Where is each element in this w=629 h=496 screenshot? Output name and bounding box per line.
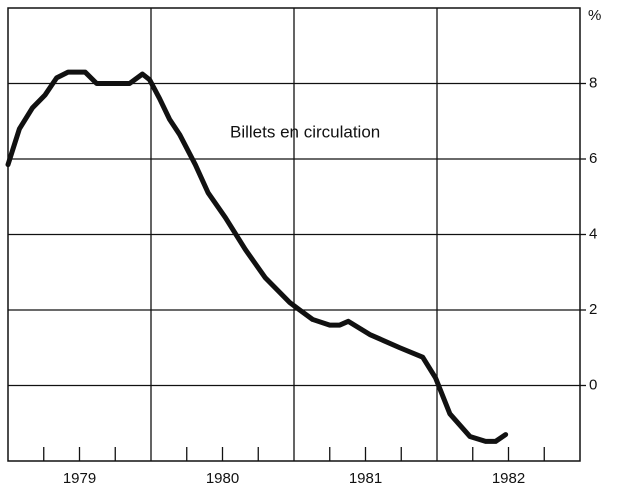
y-unit: % <box>588 7 601 24</box>
x-tick-label: 1980 <box>206 470 239 487</box>
y-tick-label: 6 <box>589 150 597 167</box>
x-tick-label: 1979 <box>63 470 96 487</box>
x-tick-label: 1982 <box>492 470 525 487</box>
x-tick-label: 1981 <box>349 470 382 487</box>
y-tick-label: 4 <box>589 225 597 242</box>
y-tick-label: 2 <box>589 301 597 318</box>
y-tick-label: 8 <box>589 74 597 91</box>
y-tick-label: 0 <box>589 376 597 393</box>
data-line <box>5 69 509 444</box>
annotation: Billets en circulation <box>230 122 380 141</box>
